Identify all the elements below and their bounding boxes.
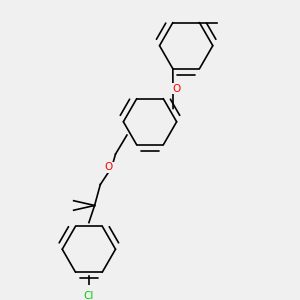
Text: O: O	[105, 162, 113, 172]
Text: O: O	[172, 84, 181, 94]
Text: Cl: Cl	[84, 291, 94, 300]
